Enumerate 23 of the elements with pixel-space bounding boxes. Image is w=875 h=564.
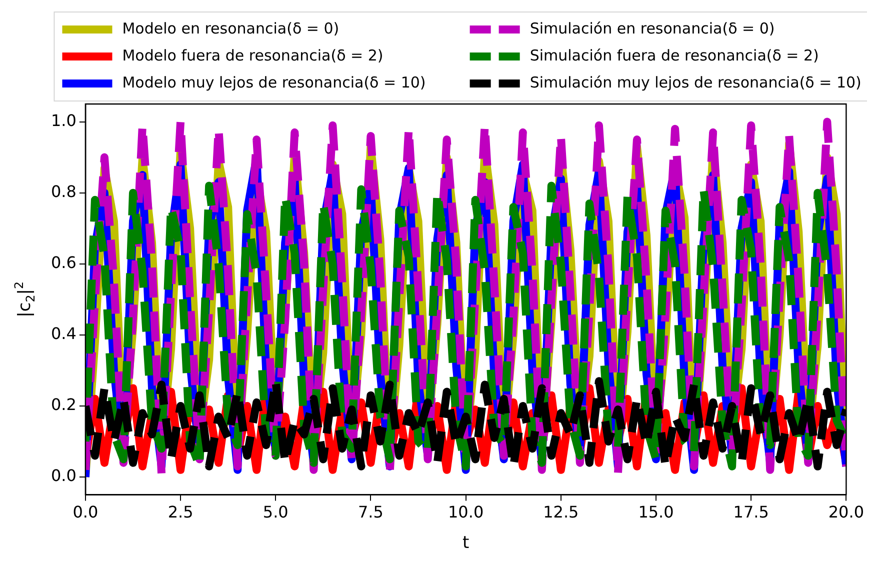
x-tick-label: 7.5 — [358, 502, 384, 522]
y-tick-label: 0.2 — [50, 395, 76, 414]
x-tick-label: 17.5 — [733, 502, 769, 522]
legend-label: Simulación muy lejos de resonancia(δ = 10) — [530, 73, 862, 92]
y-tick-label: 0.0 — [50, 466, 76, 486]
y-tick-label: 0.4 — [50, 324, 76, 344]
x-tick-label: 15.0 — [638, 502, 674, 522]
y-tick-label: 0.6 — [50, 253, 76, 272]
legend-label: Simulación en resonancia(δ = 0) — [530, 19, 775, 38]
legend-label: Modelo en resonancia(δ = 0) — [122, 19, 340, 38]
x-axis-title: t — [462, 533, 470, 553]
x-tick-label: 5.0 — [262, 502, 288, 522]
legend-label: Modelo fuera de resonancia(δ = 2) — [122, 46, 384, 64]
y-tick-label: 1.0 — [50, 110, 76, 130]
x-tick-label: 10.0 — [448, 502, 484, 522]
legend-label: Simulación fuera de resonancia(δ = 2) — [530, 46, 819, 64]
x-tick-label: 2.5 — [168, 502, 194, 522]
x-tick-label: 20.0 — [828, 502, 864, 522]
legend-label: Modelo muy lejos de resonancia(δ = 10) — [122, 73, 426, 92]
y-axis-title: |c2|2 — [12, 281, 38, 318]
x-tick-label: 0.0 — [72, 502, 98, 522]
x-tick-label: 12.5 — [543, 502, 579, 522]
y-tick-label: 0.8 — [50, 182, 76, 201]
